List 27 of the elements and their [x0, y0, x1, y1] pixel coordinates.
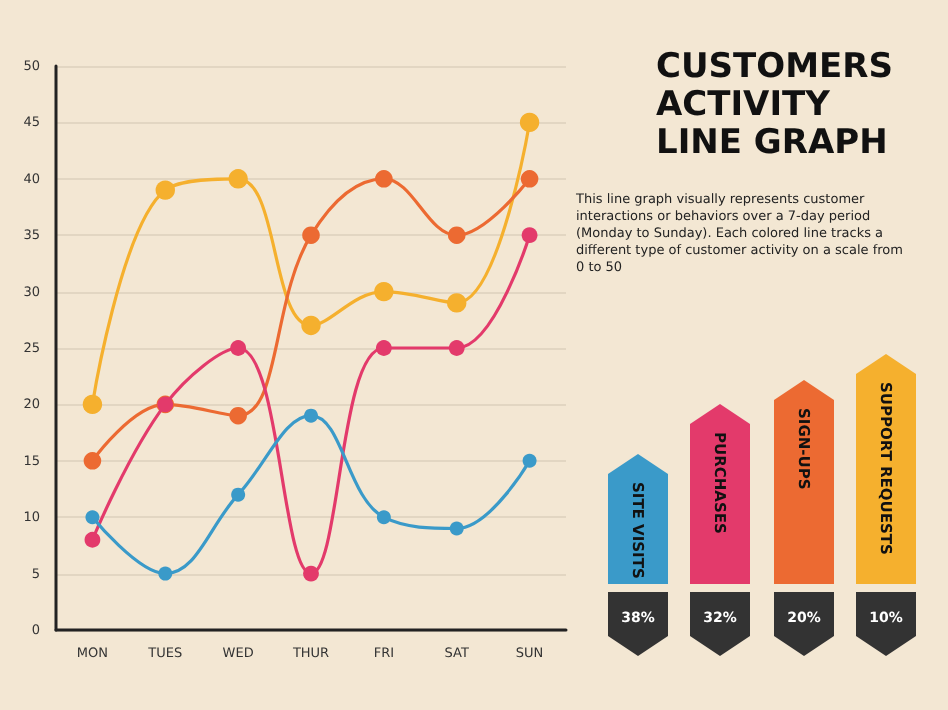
- point: [155, 180, 175, 200]
- point: [82, 394, 103, 415]
- point: [84, 531, 101, 548]
- point: [301, 315, 321, 336]
- point: [302, 226, 320, 244]
- point: [448, 340, 465, 356]
- point: [85, 510, 100, 525]
- point: [231, 487, 246, 502]
- point: [158, 566, 173, 581]
- point: [230, 340, 247, 356]
- point: [304, 408, 318, 423]
- point: [522, 453, 537, 468]
- point: [519, 112, 540, 133]
- point: [229, 406, 247, 425]
- point: [376, 510, 391, 525]
- point: [375, 340, 392, 356]
- point: [83, 452, 102, 470]
- point: [520, 170, 539, 188]
- point: [375, 170, 393, 188]
- point: [447, 226, 466, 244]
- point: [449, 521, 464, 536]
- point: [374, 281, 394, 302]
- text: CUSTOMERS ACTIVITY LINE GRAPH: [656, 47, 905, 163]
- point: [303, 565, 319, 582]
- point: [521, 227, 538, 244]
- point: [228, 169, 248, 189]
- point: [447, 293, 467, 313]
